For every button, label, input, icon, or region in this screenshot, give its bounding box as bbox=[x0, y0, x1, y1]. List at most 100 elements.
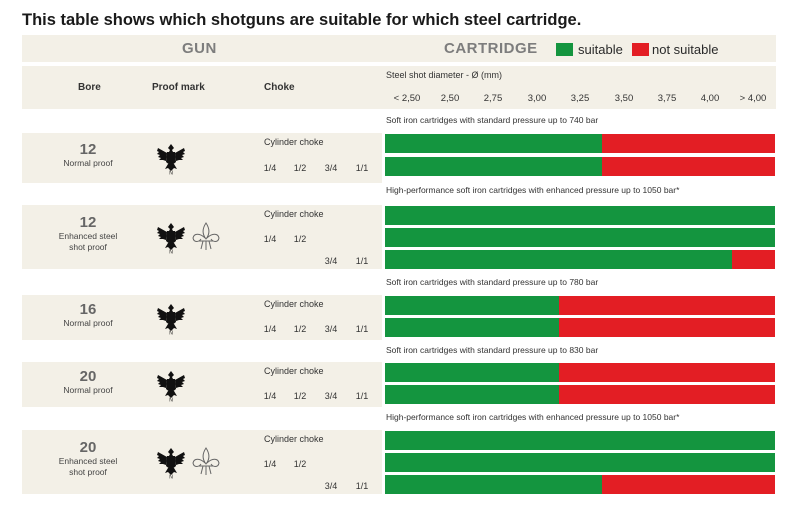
suitable-segment bbox=[385, 206, 775, 225]
choke-label: Cylinder choke bbox=[264, 366, 324, 376]
proof-label: Normal proof bbox=[63, 384, 113, 395]
suitability-bar bbox=[385, 363, 775, 382]
choke-value: 1/1 bbox=[355, 391, 369, 401]
choke-label: Cylinder choke bbox=[264, 137, 324, 147]
legend-not-suitable-swatch bbox=[632, 43, 649, 56]
eagle-icon: N bbox=[156, 141, 186, 180]
cartridge-type-label: Soft iron cartridges with standard press… bbox=[386, 277, 599, 287]
bore-value: 20 bbox=[79, 439, 97, 456]
suitable-segment bbox=[385, 134, 602, 153]
choke-value: 1/1 bbox=[355, 256, 369, 266]
choke-value: 1/4 bbox=[263, 391, 277, 401]
not-suitable-segment bbox=[602, 134, 775, 153]
choke-value: 3/4 bbox=[324, 481, 338, 491]
header-band-top bbox=[22, 35, 776, 62]
cartridge-header: CARTRIDGE bbox=[444, 40, 538, 57]
svg-text:N: N bbox=[169, 250, 173, 255]
choke-value: 1/2 bbox=[293, 163, 307, 173]
not-suitable-segment bbox=[559, 318, 775, 337]
proof-label: Enhanced steel shot proof bbox=[58, 231, 118, 252]
proof-label: Normal proof bbox=[63, 158, 113, 168]
suitable-segment bbox=[385, 296, 559, 315]
suitable-segment bbox=[385, 228, 775, 247]
eagle-icon: N bbox=[156, 220, 186, 259]
suitability-bar bbox=[385, 134, 775, 153]
choke-value: 1/1 bbox=[355, 324, 369, 334]
choke-value: 3/4 bbox=[324, 163, 338, 173]
choke-value: 1/1 bbox=[355, 163, 369, 173]
x-tick-label: > 4,00 bbox=[739, 93, 767, 104]
suitable-segment bbox=[385, 250, 732, 269]
suitable-segment bbox=[385, 363, 559, 382]
legend-not-suitable-label: not suitable bbox=[652, 42, 719, 57]
suitability-bar bbox=[385, 296, 775, 315]
bore-value: 16 bbox=[79, 300, 97, 318]
suitability-bar bbox=[385, 431, 775, 450]
choke-value: 1/2 bbox=[293, 459, 307, 469]
not-suitable-segment bbox=[602, 157, 775, 176]
cartridge-type-label: High-performance soft iron cartridges wi… bbox=[386, 185, 680, 195]
gun-row-band bbox=[22, 362, 382, 407]
fleur-de-lis-icon bbox=[190, 220, 222, 259]
bore-value: 12 bbox=[79, 141, 97, 158]
fleur-de-lis-icon bbox=[190, 445, 222, 484]
choke-label: Cylinder choke bbox=[264, 434, 324, 444]
choke-value: 1/1 bbox=[355, 481, 369, 491]
eagle-icon: N bbox=[156, 445, 186, 484]
suitable-segment bbox=[385, 453, 775, 472]
legend-suitable-label: suitable bbox=[578, 42, 623, 57]
x-tick-label: 4,00 bbox=[700, 93, 720, 104]
eagle-icon: N bbox=[156, 301, 186, 340]
choke-value: 1/2 bbox=[293, 234, 307, 244]
column-header-bore: Bore bbox=[78, 82, 101, 93]
suitability-bar bbox=[385, 228, 775, 247]
choke-value: 1/4 bbox=[263, 459, 277, 469]
suitability-bar bbox=[385, 318, 775, 337]
proof-label: Normal proof bbox=[63, 317, 113, 328]
suitability-bar bbox=[385, 250, 775, 269]
svg-text:N: N bbox=[169, 475, 173, 480]
choke-label: Cylinder choke bbox=[264, 209, 324, 219]
suitability-bar bbox=[385, 475, 775, 494]
eagle-icon: N bbox=[156, 368, 186, 407]
proof-label: Enhanced steel shot proof bbox=[58, 456, 118, 477]
choke-value: 3/4 bbox=[324, 256, 338, 266]
cartridge-type-label: Soft iron cartridges with standard press… bbox=[386, 345, 599, 355]
not-suitable-segment bbox=[559, 385, 775, 404]
column-header-choke: Choke bbox=[264, 82, 295, 93]
gun-row-band bbox=[22, 430, 382, 494]
svg-text:N: N bbox=[169, 171, 173, 176]
bore-value: 12 bbox=[79, 214, 97, 231]
gun-header: GUN bbox=[182, 40, 217, 57]
not-suitable-segment bbox=[602, 475, 775, 494]
choke-value: 3/4 bbox=[324, 324, 338, 334]
header-band-columns bbox=[22, 66, 776, 109]
not-suitable-segment bbox=[559, 296, 775, 315]
x-tick-label: 3,50 bbox=[614, 93, 634, 104]
page-title: This table shows which shotguns are suit… bbox=[22, 11, 582, 29]
suitable-segment bbox=[385, 157, 602, 176]
suitability-bar bbox=[385, 453, 775, 472]
svg-text:N: N bbox=[169, 397, 173, 402]
suitable-segment bbox=[385, 475, 602, 494]
cartridge-type-label: High-performance soft iron cartridges wi… bbox=[386, 412, 680, 422]
x-tick-label: 3,25 bbox=[570, 93, 590, 104]
x-tick-label: 2,75 bbox=[483, 93, 503, 104]
not-suitable-segment bbox=[559, 363, 775, 382]
x-axis-label: Steel shot diameter - Ø (mm) bbox=[386, 70, 503, 80]
x-tick-label: < 2,50 bbox=[393, 93, 421, 104]
not-suitable-segment bbox=[732, 250, 775, 269]
suitability-bar bbox=[385, 206, 775, 225]
choke-value: 1/4 bbox=[263, 324, 277, 334]
choke-value: 1/2 bbox=[293, 391, 307, 401]
bore-value: 20 bbox=[79, 367, 97, 385]
svg-text:N: N bbox=[169, 330, 173, 335]
suitable-segment bbox=[385, 385, 559, 404]
column-header-proof-mark: Proof mark bbox=[152, 82, 205, 93]
gun-row-band bbox=[22, 133, 382, 183]
suitable-segment bbox=[385, 318, 559, 337]
choke-value: 3/4 bbox=[324, 391, 338, 401]
x-tick-label: 3,75 bbox=[657, 93, 677, 104]
legend-suitable-swatch bbox=[556, 43, 573, 56]
x-tick-label: 3,00 bbox=[527, 93, 547, 104]
